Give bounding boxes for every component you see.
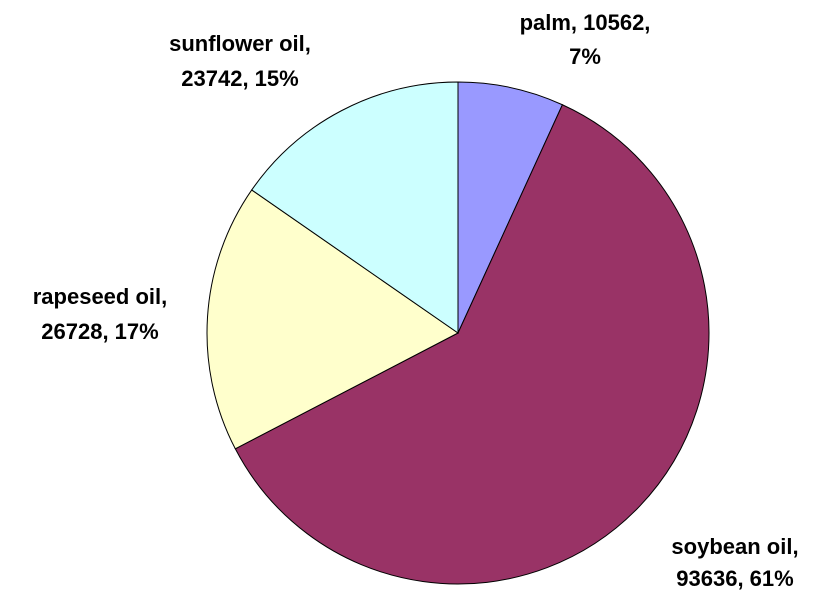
data-label: 93636, 61% xyxy=(676,566,793,591)
data-label: 26728, 17% xyxy=(41,319,158,344)
data-label: palm, 10562, xyxy=(520,10,651,35)
data-label: rapeseed oil, xyxy=(33,284,168,309)
data-label: 7% xyxy=(569,44,601,69)
data-label: sunflower oil, xyxy=(169,31,311,56)
pie-slice xyxy=(251,81,459,334)
data-label: 23742, 15% xyxy=(181,66,298,91)
pie-slice xyxy=(234,104,710,585)
pie-slice xyxy=(457,81,564,334)
pie-slice xyxy=(206,189,459,450)
data-label: soybean oil, xyxy=(671,534,798,559)
